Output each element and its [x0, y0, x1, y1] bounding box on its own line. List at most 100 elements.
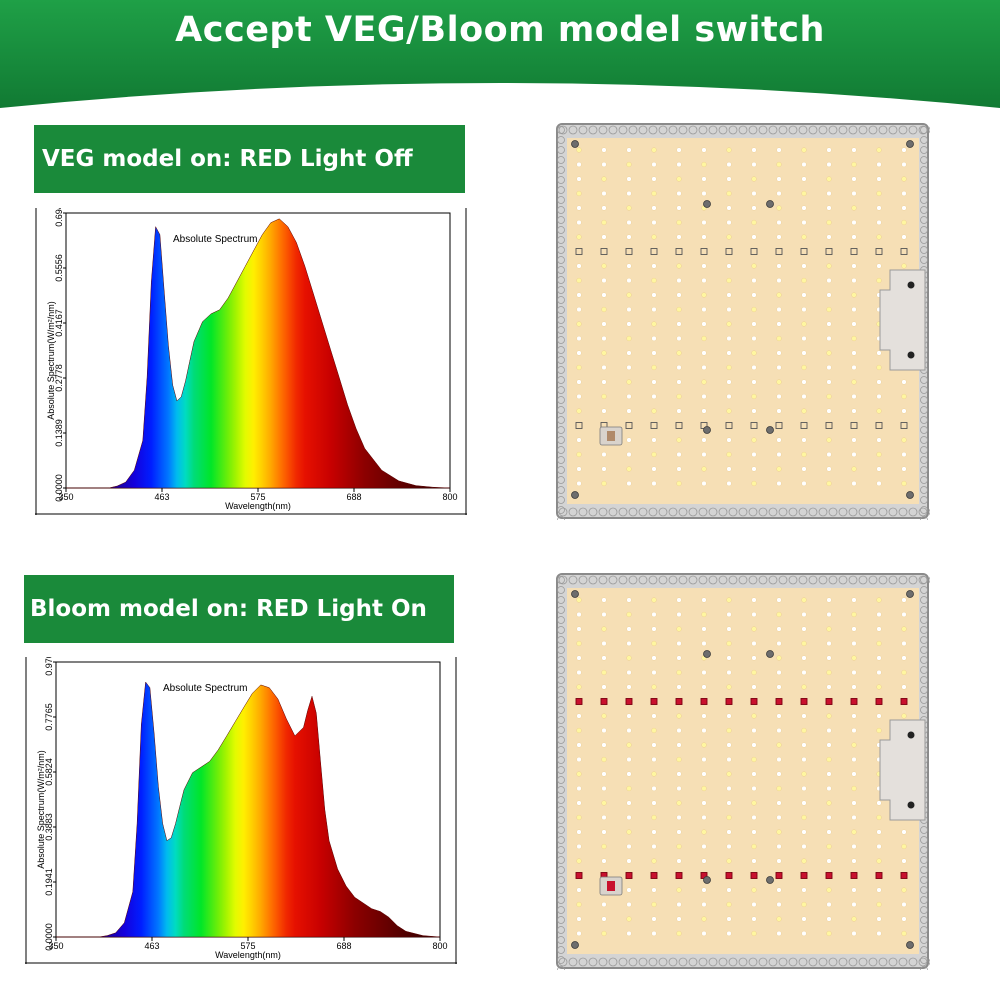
bloom-red-led: [800, 872, 808, 879]
bloom-led-panel: [555, 572, 938, 974]
bloom-screw: [571, 590, 579, 598]
bloom-red-led: [800, 698, 808, 705]
bloom-y-tick-label: 0.0000: [44, 923, 54, 951]
veg-red-led: [675, 422, 683, 429]
veg-led-grid: [576, 147, 907, 487]
veg-red-led: [900, 422, 908, 429]
bloom-x-tick-label: 350: [48, 941, 63, 951]
veg-red-led: [600, 248, 608, 255]
veg-screw: [766, 200, 774, 208]
veg-bracket-bolt: [907, 281, 915, 289]
bloom-red-led: [625, 872, 633, 879]
veg-screw: [703, 426, 711, 434]
veg-screw: [571, 140, 579, 148]
veg-y-axis-label: Absolute Spectrum(W/m²/nm): [46, 301, 56, 420]
veg-red-led: [750, 248, 758, 255]
bloom-y-tick-label: 0.9707: [44, 657, 54, 676]
veg-red-led: [875, 248, 883, 255]
bloom-red-led: [600, 698, 608, 705]
bloom-screw: [766, 876, 774, 884]
bloom-red-led: [750, 698, 758, 705]
title-banner: [0, 0, 1000, 108]
veg-red-led: [650, 248, 658, 255]
bloom-screw: [906, 590, 914, 598]
bloom-red-led: [900, 698, 908, 705]
bloom-y-tick-label: 0.3883: [44, 813, 54, 841]
bloom-red-led: [850, 872, 858, 879]
veg-spectrum-chart: Absolute Spectrum 350 463 575 688 800 Waveleng…: [35, 208, 467, 515]
veg-red-led: [625, 248, 633, 255]
veg-y-tick-label: 0.4167: [54, 309, 64, 337]
veg-x-tick-label: 800: [442, 492, 457, 502]
bloom-switch-knob: [607, 881, 615, 891]
veg-y-tick-label: 0.2778: [54, 364, 64, 392]
bloom-red-led: [750, 872, 758, 879]
bloom-y-tick-label: 0.7765: [44, 703, 54, 731]
bloom-red-led: [650, 698, 658, 705]
veg-red-led: [650, 422, 658, 429]
veg-led-panel: [555, 122, 938, 524]
bloom-screw: [766, 650, 774, 658]
veg-red-led: [575, 248, 583, 255]
bloom-spectrum-area: [56, 681, 441, 938]
bloom-x-axis-label: Wavelength(nm): [215, 950, 281, 960]
veg-screw: [571, 491, 579, 499]
bloom-y-axis-label: Absolute Spectrum(W/m²/nm): [36, 750, 46, 869]
bloom-spectrum-chart: Absolute Spectrum 350 463 575 688 800 Waveleng…: [25, 657, 457, 964]
veg-x-tick-label: 688: [346, 492, 361, 502]
veg-red-led: [625, 422, 633, 429]
veg-driver-bracket: [879, 269, 926, 371]
veg-y-tick-label: 0.1389: [54, 419, 64, 447]
bloom-red-led: [575, 872, 583, 879]
veg-red-led: [750, 422, 758, 429]
banner-title: Accept VEG/Bloom model switch: [175, 10, 825, 50]
veg-red-led: [850, 422, 858, 429]
bloom-red-led: [725, 872, 733, 879]
bloom-mode-label: Bloom model on: RED Light On: [24, 575, 454, 643]
bloom-red-led: [775, 872, 783, 879]
bloom-mode-label-text: Bloom model on: RED Light On: [30, 596, 427, 622]
bloom-red-led: [700, 698, 708, 705]
veg-y-tick-label: 0.5556: [54, 254, 64, 282]
veg-y-tick-label: 0.0000: [54, 474, 64, 502]
bloom-y-tick-label: 0.1941: [44, 868, 54, 896]
veg-red-led: [725, 248, 733, 255]
bloom-driver-bracket: [879, 719, 926, 821]
veg-screw: [703, 200, 711, 208]
veg-x-axis-label: Wavelength(nm): [225, 501, 291, 511]
bloom-red-led: [900, 872, 908, 879]
bloom-y-tick-label: 0.5824: [44, 758, 54, 786]
veg-screw: [766, 426, 774, 434]
bloom-red-led: [675, 872, 683, 879]
veg-spectrum-area: [66, 218, 451, 489]
bloom-red-led: [575, 698, 583, 705]
bloom-red-led: [725, 698, 733, 705]
veg-red-led: [775, 248, 783, 255]
bloom-screw: [906, 941, 914, 949]
bloom-red-led: [875, 698, 883, 705]
bloom-x-tick-label: 800: [432, 941, 447, 951]
bloom-screw: [571, 941, 579, 949]
veg-red-led: [825, 422, 833, 429]
veg-red-led: [800, 422, 808, 429]
veg-chart-title: Absolute Spectrum: [173, 234, 258, 245]
veg-x-tick-label: 463: [154, 492, 169, 502]
veg-screw: [906, 491, 914, 499]
bloom-red-led: [825, 698, 833, 705]
veg-red-led: [900, 248, 908, 255]
veg-led-board: [567, 138, 919, 504]
veg-red-led: [725, 422, 733, 429]
veg-red-led: [775, 422, 783, 429]
bloom-bracket-bolt: [907, 801, 915, 809]
bloom-chart-title: Absolute Spectrum: [163, 683, 248, 694]
veg-red-led: [675, 248, 683, 255]
bloom-red-led: [825, 872, 833, 879]
bloom-red-led: [650, 872, 658, 879]
bloom-x-tick-label: 463: [144, 941, 159, 951]
veg-x-tick-label: 350: [58, 492, 73, 502]
bloom-x-tick-label: 688: [336, 941, 351, 951]
veg-x-tick-label: 575: [250, 492, 265, 502]
bloom-red-led: [625, 698, 633, 705]
veg-red-led: [700, 248, 708, 255]
bloom-red-led: [850, 698, 858, 705]
